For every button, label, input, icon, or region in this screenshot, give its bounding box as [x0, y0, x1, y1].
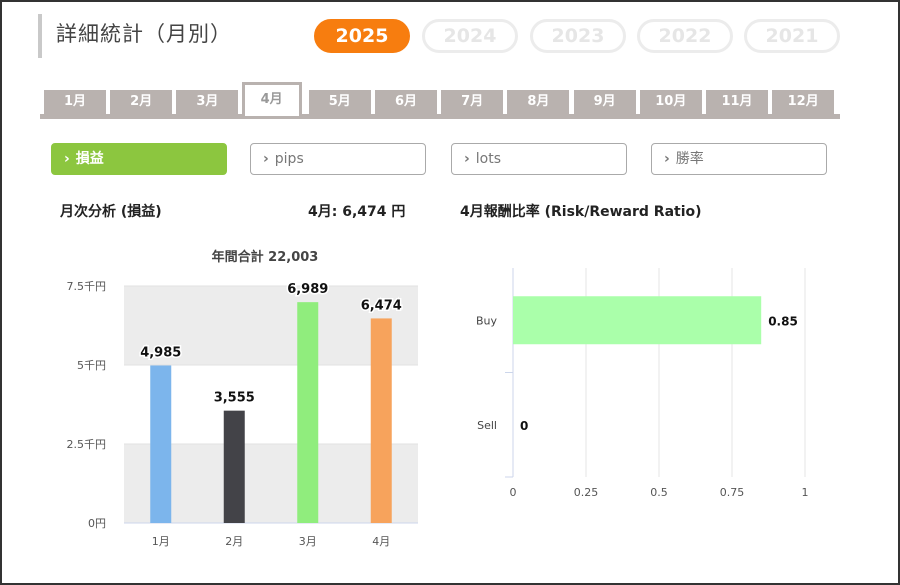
x-tick-label: 0: [510, 486, 517, 499]
metric-button-label: lots: [475, 151, 502, 167]
tab-month-5[interactable]: 5月: [308, 90, 371, 114]
bar-1月: [150, 365, 172, 523]
tab-month-12[interactable]: 12月: [772, 90, 835, 114]
x-tick-label: 2月: [225, 535, 243, 548]
metric-button-label: 勝率: [675, 151, 704, 167]
bar-3月: [297, 302, 319, 523]
y-tick-label: Buy: [476, 314, 498, 327]
data-label: 6,474: [361, 298, 402, 313]
bar-2月: [223, 410, 245, 523]
x-tick-label: 3月: [299, 535, 317, 548]
year-button-2024[interactable]: 2024: [422, 19, 518, 53]
metric-button-1[interactable]: › pips: [250, 143, 426, 175]
tab-month-3[interactable]: 3月: [176, 90, 239, 114]
x-tick-label: 0.25: [574, 486, 599, 499]
chart-title: 年間合計 22,003: [212, 249, 319, 265]
bar-Buy: [513, 296, 762, 345]
metric-button-label: 損益: [75, 151, 104, 167]
metric-button-label: pips: [274, 151, 304, 167]
tab-month-7[interactable]: 7月: [441, 90, 504, 114]
data-label: 4,985: [140, 345, 181, 360]
tab-month-8[interactable]: 8月: [507, 90, 570, 114]
data-label: 0.85: [768, 314, 798, 328]
x-tick-label: 0.5: [650, 486, 668, 499]
risk-reward-chart: 0 0.25 0.5 0.75 1 Buy 0.85 Sell 0: [476, 268, 809, 499]
year-button-2025[interactable]: 2025: [314, 19, 410, 53]
current-month-value: 4月: 6,474 円: [308, 204, 406, 220]
y-tick-label: Sell: [477, 419, 497, 432]
y-tick-label: 2.5千円: [67, 438, 107, 451]
x-tick-label: 0.75: [720, 486, 745, 499]
chevron-right-icon: ›: [464, 151, 470, 167]
tab-month-1[interactable]: 1月: [44, 90, 106, 114]
y-tick-label: 0円: [88, 517, 106, 530]
data-label: 0: [520, 419, 528, 433]
x-tick-label: 1: [802, 486, 809, 499]
data-label: 3,555: [214, 391, 255, 406]
tab-month-4[interactable]: 4月: [241, 82, 302, 116]
y-tick-label: 7.5千円: [67, 280, 107, 293]
data-label: 6,989: [287, 282, 328, 297]
tab-month-6[interactable]: 6月: [375, 90, 437, 114]
tab-month-9[interactable]: 9月: [573, 90, 636, 114]
metric-button-2[interactable]: › lots: [451, 143, 627, 175]
metric-button-0[interactable]: › 損益: [51, 143, 227, 175]
x-tick-label: 1月: [152, 535, 170, 548]
y-tick-label: 5千円: [77, 359, 106, 372]
tab-month-2[interactable]: 2月: [110, 90, 173, 114]
bar-4月: [370, 318, 392, 523]
page-title-block: 詳細統計（月別）: [38, 14, 232, 58]
x-tick-label: 4月: [372, 535, 390, 548]
right-panel-heading: 4月報酬比率 (Risk/Reward Ratio): [460, 204, 702, 220]
chevron-right-icon: ›: [664, 151, 670, 167]
chevron-right-icon: ›: [263, 151, 269, 167]
tab-month-10[interactable]: 10月: [639, 90, 702, 114]
grid-band: [124, 286, 418, 365]
tab-month-11[interactable]: 11月: [706, 90, 768, 114]
month-tabs-baseline: [40, 114, 840, 119]
year-button-2023[interactable]: 2023: [530, 19, 626, 53]
metric-button-3[interactable]: › 勝率: [651, 143, 827, 175]
page-title: 詳細統計（月別）: [56, 22, 232, 46]
year-button-2021[interactable]: 2021: [744, 19, 840, 53]
monthly-pl-chart: 年間合計 22,003 0円 2.5千円 5千円 7.5千円 4,985 1月 3,555 2月…: [67, 249, 418, 548]
year-button-2022[interactable]: 2022: [637, 19, 733, 53]
grid-band: [124, 444, 418, 523]
chevron-right-icon: ›: [64, 151, 70, 167]
left-panel-heading: 月次分析 (損益): [60, 204, 162, 220]
